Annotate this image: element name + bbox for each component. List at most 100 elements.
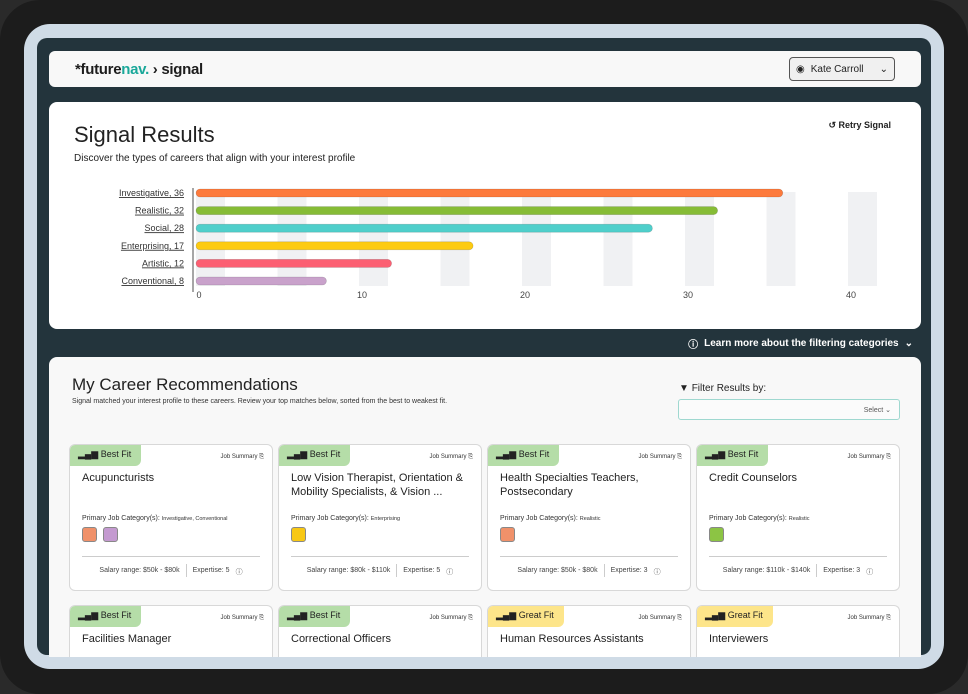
job-category: Primary Job Category(s): Realistic	[500, 515, 601, 522]
fit-label: Best Fit	[309, 449, 341, 459]
job-summary-link[interactable]: Job Summary ⎘	[848, 454, 892, 461]
category-icon	[103, 527, 118, 542]
document-icon: ⎘	[886, 454, 891, 460]
retry-signal-button[interactable]: ↺ Retry Signal	[828, 120, 891, 131]
grid-band	[848, 192, 877, 286]
logo[interactable]: *futurenav. › signal	[75, 61, 203, 78]
bar-label: Realistic, 32	[135, 206, 184, 216]
signal-strength-icon: ▂▄▆	[705, 449, 728, 459]
filter-select[interactable]: Select ⌄	[678, 399, 900, 420]
grid-band	[440, 192, 470, 286]
info-icon[interactable]: ⓘ	[653, 569, 661, 576]
career-card[interactable]: ▂▄▆ Great Fit Job Summary ⎘ Interviewers	[696, 605, 900, 657]
signal-strength-icon: ▂▄▆	[287, 610, 310, 620]
career-card[interactable]: ▂▄▆ Best Fit Job Summary ⎘ Acupuncturist…	[69, 444, 273, 591]
career-title: Credit Counselors	[709, 472, 798, 484]
card-footer: Salary range: $50k - $80k Expertise: 5 ⓘ	[70, 564, 272, 577]
job-summary-label: Job Summary	[638, 615, 676, 621]
fit-label: Best Fit	[100, 449, 132, 459]
fit-badge: ▂▄▆ Best Fit	[279, 445, 351, 466]
card-footer: Salary range: $80k - $110k Expertise: 5 ⓘ	[279, 564, 481, 577]
info-icon: ⓘ	[688, 340, 699, 351]
job-summary-label: Job Summary	[847, 615, 885, 621]
job-category: Primary Job Category(s): Investigative, …	[82, 515, 227, 522]
job-summary-label: Job Summary	[847, 454, 885, 460]
bar	[195, 276, 327, 286]
signal-strength-icon: ▂▄▆	[496, 610, 519, 620]
chevron-down-icon: ⌄	[904, 338, 913, 349]
info-icon[interactable]: ⓘ	[866, 569, 874, 576]
career-card[interactable]: ▂▄▆ Best Fit Job Summary ⎘ Correctional …	[278, 605, 482, 657]
user-menu-button[interactable]: ◉ Kate Carroll ⌄	[789, 57, 895, 81]
divider	[709, 556, 887, 557]
job-summary-link[interactable]: Job Summary ⎘	[430, 454, 474, 461]
bar-label: Social, 28	[144, 223, 184, 233]
screen: *futurenav. › signal ◉ Kate Carroll ⌄ Sign…	[37, 38, 931, 657]
career-card[interactable]: ▂▄▆ Best Fit Job Summary ⎘ Health Specia…	[487, 444, 691, 591]
grid-band	[522, 192, 551, 286]
career-title: Acupuncturists	[82, 472, 155, 484]
career-card[interactable]: ▂▄▆ Best Fit Job Summary ⎘ Facilities Ma…	[69, 605, 273, 657]
job-category: Primary Job Category(s): Enterprising	[291, 515, 400, 522]
bar	[195, 188, 784, 198]
document-icon: ⎘	[468, 454, 473, 460]
job-summary-link[interactable]: Job Summary ⎘	[848, 615, 892, 622]
career-card[interactable]: ▂▄▆ Best Fit Job Summary ⎘ Low Vision Th…	[278, 444, 482, 591]
salary-range: Salary range: $110k - $140k	[722, 567, 811, 574]
job-summary-link[interactable]: Job Summary ⎘	[221, 615, 265, 622]
fit-badge: ▂▄▆ Great Fit	[697, 606, 773, 627]
career-title: Low Vision Therapist, Orientation & Mobi…	[291, 472, 464, 498]
category-icon	[82, 527, 97, 542]
bar	[195, 223, 653, 233]
retry-label: Retry Signal	[838, 120, 891, 130]
category-icon	[291, 527, 306, 542]
fit-label: Best Fit	[100, 610, 132, 620]
recommendations-card: My Career Recommendations Signal matched…	[49, 357, 921, 657]
category-icon	[709, 527, 724, 542]
signal-results-card: Signal Results Discover the types of car…	[49, 102, 921, 329]
salary-range: Salary range: $50k - $80k	[517, 567, 598, 574]
divider	[500, 556, 678, 557]
career-title: Human Resources Assistants	[500, 633, 644, 645]
signal-strength-icon: ▂▄▆	[78, 449, 101, 459]
career-title: Correctional Officers	[291, 633, 392, 645]
category-icons	[291, 527, 306, 542]
job-summary-label: Job Summary	[220, 615, 258, 621]
job-category-label: Primary Job Category(s):	[500, 515, 578, 522]
category-icons	[709, 527, 724, 542]
salary-range: Salary range: $80k - $110k	[306, 567, 391, 574]
fit-badge: ▂▄▆ Best Fit	[70, 445, 142, 466]
info-icon[interactable]: ⓘ	[235, 569, 243, 576]
job-category-value: Enterprising	[370, 516, 401, 522]
category-icon	[500, 527, 515, 542]
divider	[82, 556, 260, 557]
job-summary-link[interactable]: Job Summary ⎘	[639, 454, 683, 461]
bar	[195, 206, 718, 215]
info-icon[interactable]: ⓘ	[446, 569, 454, 576]
x-tick-label: 20	[520, 290, 530, 300]
career-card[interactable]: ▂▄▆ Great Fit Job Summary ⎘ Human Resour…	[487, 605, 691, 657]
grid-band	[603, 192, 633, 286]
category-icons	[500, 527, 515, 542]
career-card[interactable]: ▂▄▆ Best Fit Job Summary ⎘ Credit Counse…	[696, 444, 900, 591]
section-title: My Career Recommendations	[72, 375, 298, 394]
salary-range: Salary range: $50k - $80k	[99, 567, 180, 574]
category-icons	[82, 527, 118, 542]
job-category-value: Realistic	[579, 516, 601, 522]
job-summary-link[interactable]: Job Summary ⎘	[639, 615, 683, 622]
job-category-label: Primary Job Category(s):	[82, 515, 160, 522]
job-summary-label: Job Summary	[429, 615, 467, 621]
career-title: Interviewers	[709, 633, 769, 645]
fit-label: Great Fit	[727, 610, 763, 620]
career-title: Health Specialties Teachers, Postseconda…	[500, 472, 639, 498]
section-subtitle: Signal matched your interest profile to …	[72, 398, 448, 405]
job-summary-link[interactable]: Job Summary ⎘	[430, 615, 474, 622]
job-summary-link[interactable]: Job Summary ⎘	[221, 454, 265, 461]
user-icon: ◉	[796, 63, 805, 75]
divider	[185, 564, 187, 577]
grid-band	[359, 192, 388, 286]
grid-band	[196, 192, 225, 286]
interest-bar-chart: Investigative, 36 Realistic, 32 Social, 28…	[119, 188, 877, 300]
learn-more-toggle[interactable]: ⓘ Learn more about the filtering categori…	[688, 336, 913, 351]
signal-strength-icon: ▂▄▆	[496, 449, 519, 459]
